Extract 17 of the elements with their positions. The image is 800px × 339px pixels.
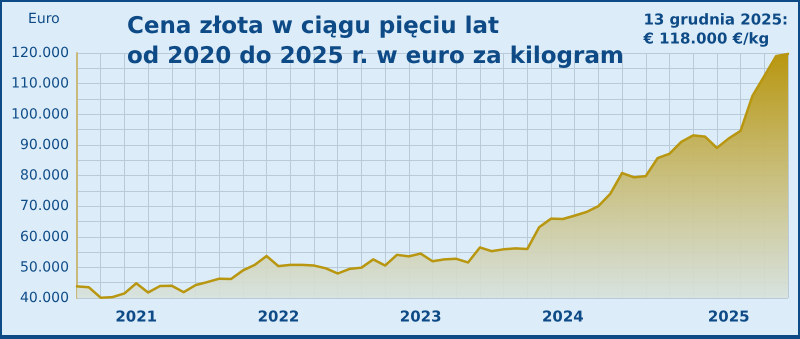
y-tick-label: 110.000 [11, 76, 69, 92]
x-tick-label: 2024 [542, 308, 584, 326]
y-tick-label: 100.000 [11, 106, 69, 122]
y-tick-label: 40.000 [20, 290, 69, 306]
x-tick-label: 2025 [708, 308, 750, 326]
y-tick-label: 50.000 [20, 259, 69, 276]
y-tick-label: 70.000 [20, 198, 69, 214]
x-tick-label: 2022 [258, 308, 300, 326]
y-tick-label: 60.000 [20, 228, 69, 245]
y-tick-label: 120.000 [11, 45, 69, 61]
y-tick-label: 80.000 [20, 168, 69, 184]
y-tick-label: 90.000 [20, 136, 69, 153]
chart-title: Cena złota w ciągu pięciu lat od 2020 do 2025 r. w euro za kilogram [127, 13, 624, 69]
y-axis-title: Euro [28, 11, 60, 27]
x-tick-label: 2023 [400, 308, 442, 326]
text: 13 grudnia 2025: € 118.000 €/kg [642, 10, 788, 48]
x-tick-label: 2021 [115, 308, 158, 326]
